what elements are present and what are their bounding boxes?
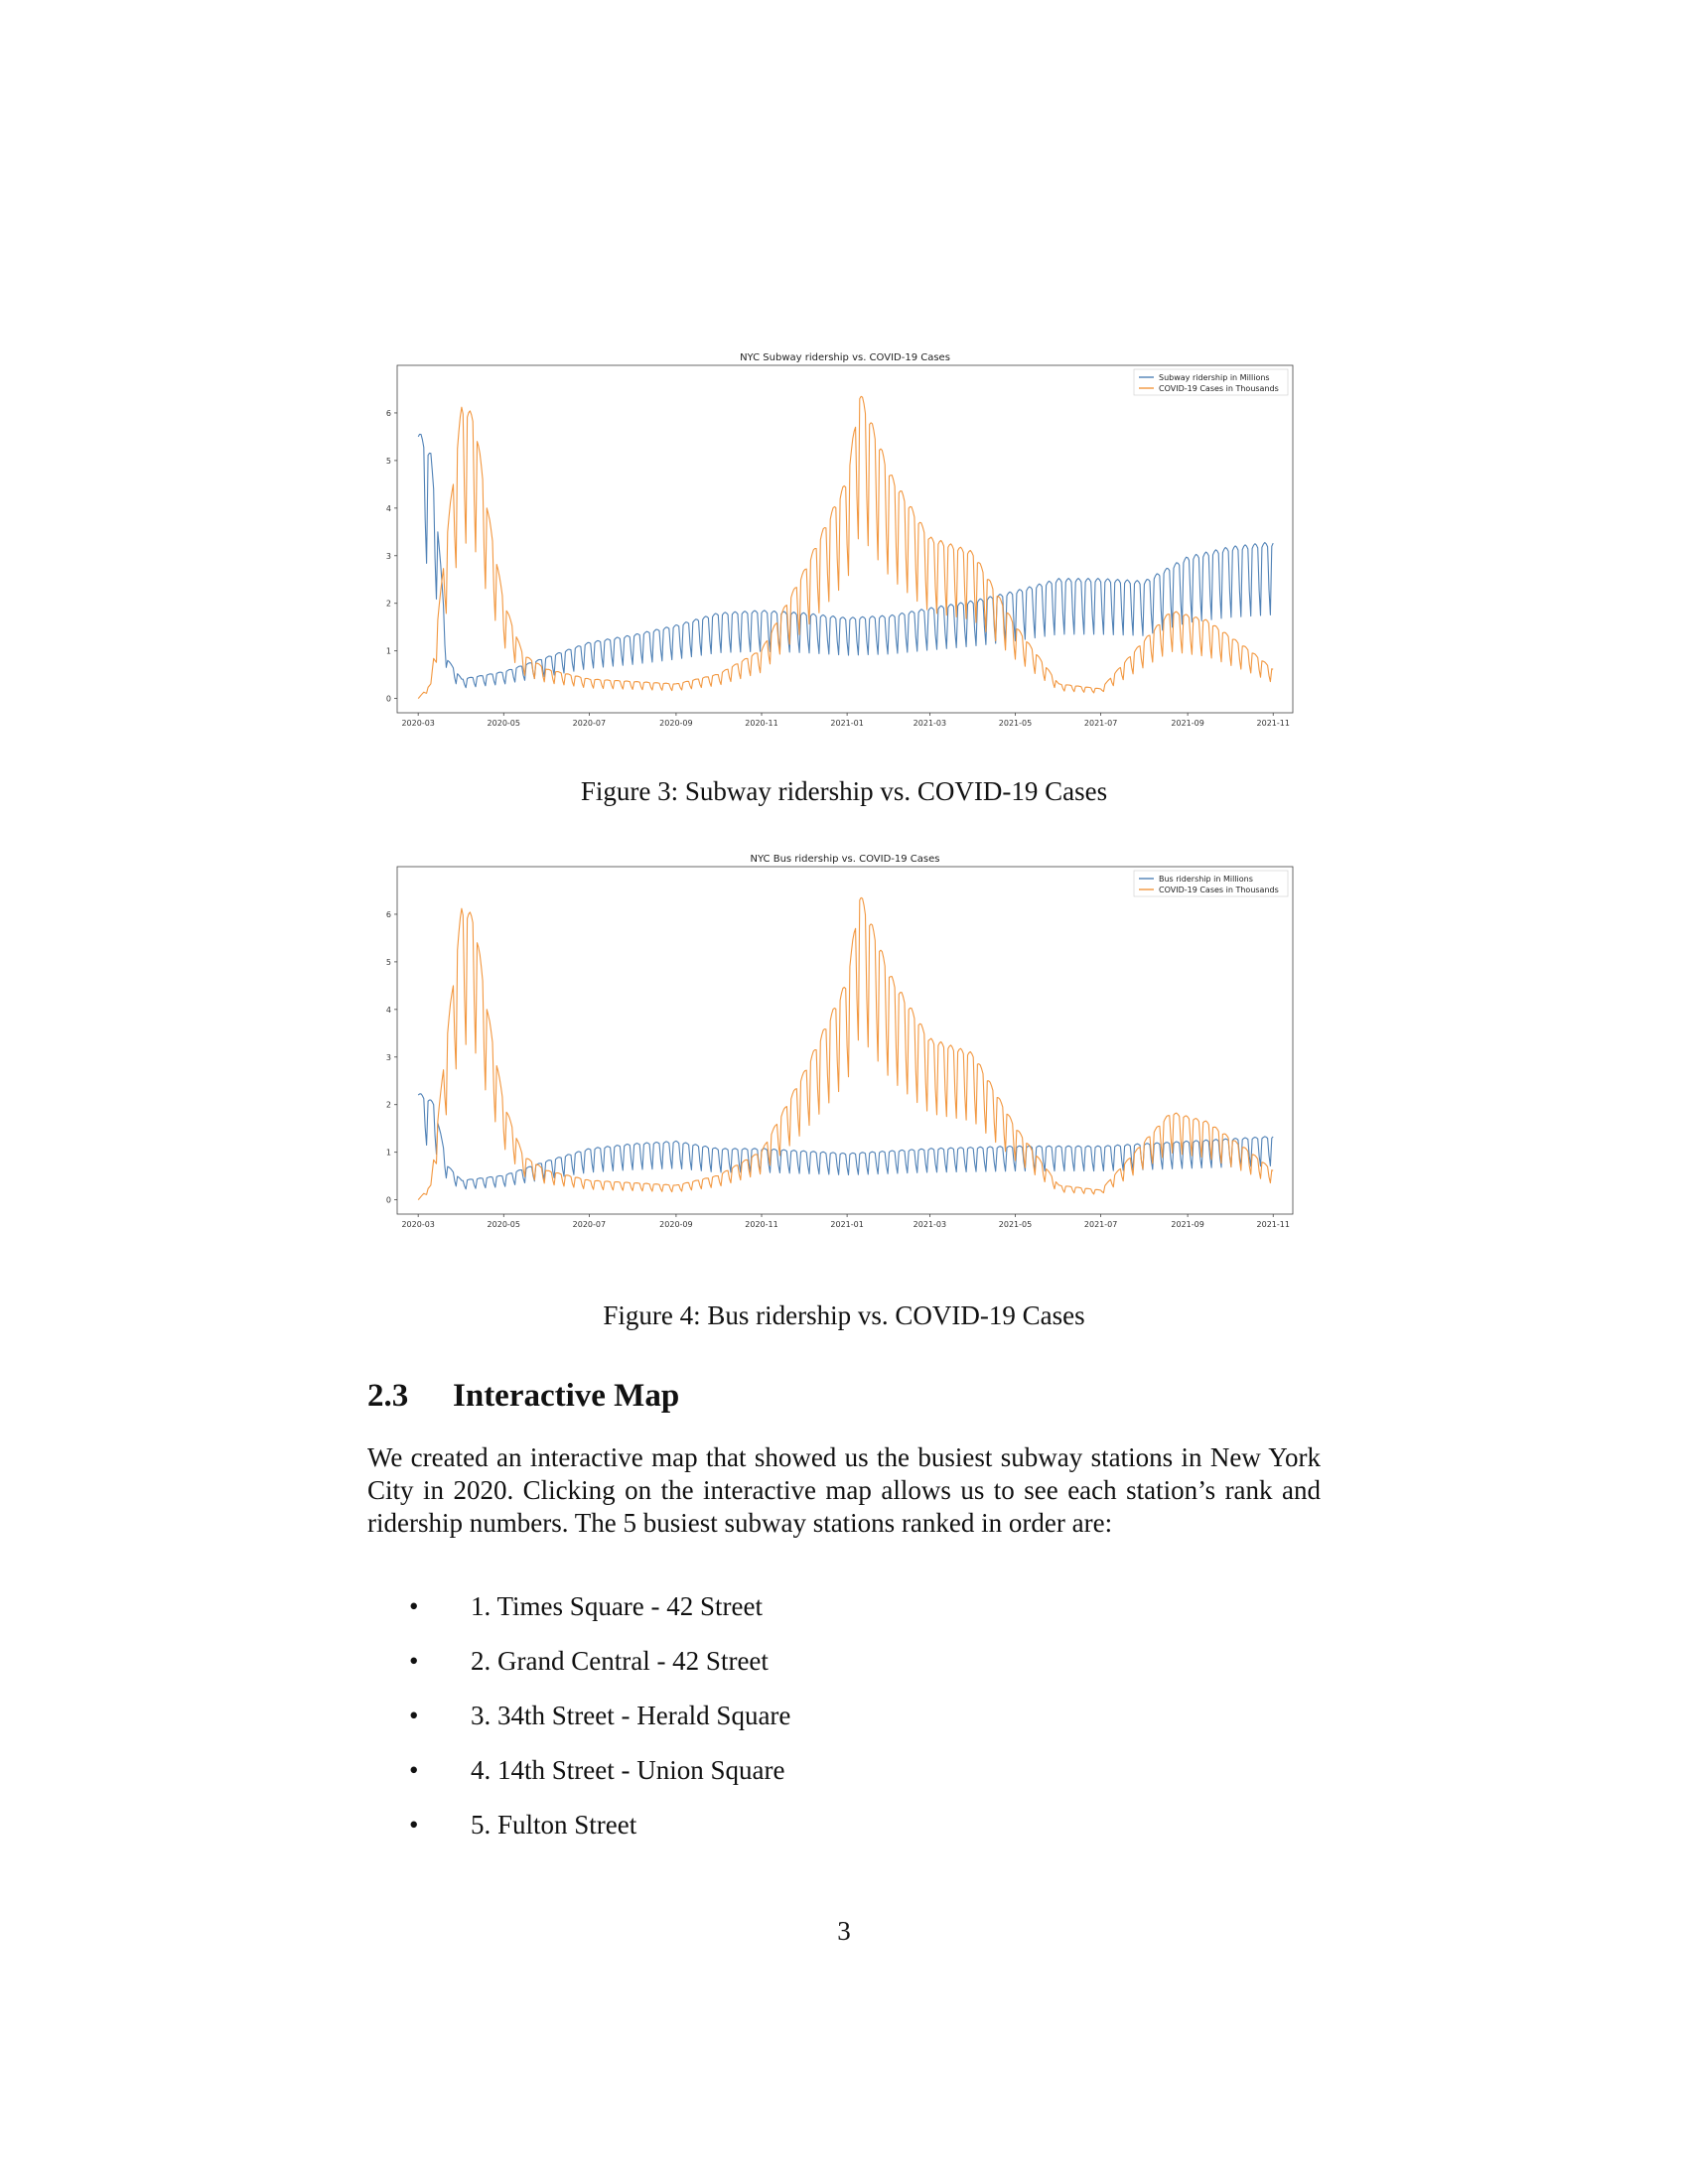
x-tick-label: 2020-07 — [573, 719, 606, 728]
series-line-ridership — [417, 1093, 1274, 1190]
figure-3-chart: NYC Subway ridership vs. COVID-19 Cases 0… — [367, 347, 1306, 754]
x-tick-label: 2020-03 — [401, 1220, 434, 1229]
x-tick-label: 2021-03 — [914, 1220, 946, 1229]
x-tick-label: 2020-11 — [745, 719, 777, 728]
station-label: 1. Times Square - 42 Street — [471, 1591, 763, 1621]
chart-title: NYC Bus ridership vs. COVID-19 Cases — [751, 854, 940, 865]
y-tick-label: 0 — [386, 695, 391, 704]
list-item: • 4. 14th Street - Union Square — [0, 1754, 790, 1809]
x-tick-label: 2021-05 — [999, 1220, 1032, 1229]
list-item: • 5. Fulton Street — [0, 1809, 790, 1863]
legend-entry: Bus ridership in Millions — [1159, 875, 1253, 884]
station-label: 5. Fulton Street — [471, 1810, 637, 1840]
y-tick-label: 5 — [386, 958, 391, 967]
list-item: • 1. Times Square - 42 Street — [0, 1590, 790, 1645]
station-label: 3. 34th Street - Herald Square — [471, 1701, 791, 1730]
y-tick-label: 3 — [386, 552, 391, 561]
series-line-covid-cases — [417, 395, 1274, 699]
x-tick-label: 2021-09 — [1171, 1220, 1203, 1229]
x-tick-label: 2020-03 — [401, 719, 434, 728]
legend-box — [1133, 368, 1289, 396]
x-tick-label: 2021-07 — [1084, 719, 1117, 728]
legend-entry: COVID-19 Cases in Thousands — [1159, 886, 1279, 894]
bullet-icon: • — [409, 1701, 419, 1730]
y-tick-label: 4 — [386, 1006, 391, 1015]
x-tick-label: 2020-09 — [659, 719, 692, 728]
y-tick-label: 3 — [386, 1053, 391, 1062]
legend-box — [1133, 870, 1289, 897]
figure-3-caption: Figure 3: Subway ridership vs. COVID-19 … — [580, 776, 1108, 806]
bullet-icon: • — [409, 1810, 419, 1840]
x-tick-label: 2021-01 — [830, 1220, 863, 1229]
x-tick-label: 2020-05 — [488, 719, 520, 728]
series-line-ridership — [417, 433, 1274, 689]
x-tick-label: 2021-09 — [1171, 719, 1203, 728]
subway-chart-svg: NYC Subway ridership vs. COVID-19 Cases 0… — [386, 352, 1294, 728]
legend-entry: Subway ridership in Millions — [1159, 373, 1270, 382]
y-tick-label: 0 — [386, 1196, 391, 1205]
bullet-icon: • — [409, 1755, 419, 1785]
y-tick-label: 1 — [386, 1149, 391, 1158]
station-label: 4. 14th Street - Union Square — [471, 1755, 785, 1785]
y-tick-label: 6 — [386, 910, 391, 919]
list-item: • 2. Grand Central - 42 Street — [0, 1645, 790, 1700]
section-paragraph: We created an interactive map that showe… — [367, 1442, 1321, 1538]
x-tick-label: 2021-11 — [1257, 719, 1290, 728]
y-tick-label: 2 — [386, 1101, 391, 1110]
y-tick-label: 2 — [386, 600, 391, 609]
station-label: 2. Grand Central - 42 Street — [471, 1646, 769, 1676]
legend-entry: COVID-19 Cases in Thousands — [1159, 384, 1279, 393]
x-tick-label: 2021-11 — [1257, 1220, 1290, 1229]
figure-4-chart: NYC Bus ridership vs. COVID-19 Cases 0 1 2 3… — [367, 849, 1306, 1256]
page-number: 3 — [837, 1916, 851, 1946]
series-line-covid-cases — [417, 896, 1274, 1200]
section-title: Interactive Map — [453, 1378, 680, 1414]
x-tick-label: 2021-05 — [999, 719, 1032, 728]
chart-title: NYC Subway ridership vs. COVID-19 Cases — [740, 352, 950, 363]
bullet-icon: • — [409, 1646, 419, 1676]
section-number: 2.3 — [367, 1378, 409, 1414]
x-tick-label: 2020-05 — [488, 1220, 520, 1229]
figure-4-caption: Figure 4: Bus ridership vs. COVID-19 Cas… — [603, 1300, 1085, 1330]
bus-chart-svg: NYC Bus ridership vs. COVID-19 Cases 0 1 2 3… — [386, 854, 1294, 1229]
x-tick-label: 2020-09 — [659, 1220, 692, 1229]
y-tick-label: 4 — [386, 504, 391, 513]
x-tick-label: 2021-01 — [830, 719, 863, 728]
y-tick-label: 1 — [386, 647, 391, 656]
y-tick-label: 5 — [386, 457, 391, 466]
x-tick-label: 2021-07 — [1084, 1220, 1117, 1229]
list-item: • 3. 34th Street - Herald Square — [0, 1700, 790, 1754]
x-tick-label: 2021-03 — [914, 719, 946, 728]
section-heading: 2.3 Interactive Map — [367, 1378, 679, 1415]
bullet-icon: • — [409, 1591, 419, 1621]
y-tick-label: 6 — [386, 409, 391, 418]
x-tick-label: 2020-11 — [745, 1220, 777, 1229]
x-tick-label: 2020-07 — [573, 1220, 606, 1229]
busiest-stations-list: • 1. Times Square - 42 Street • 2. Grand C… — [0, 1590, 790, 1863]
